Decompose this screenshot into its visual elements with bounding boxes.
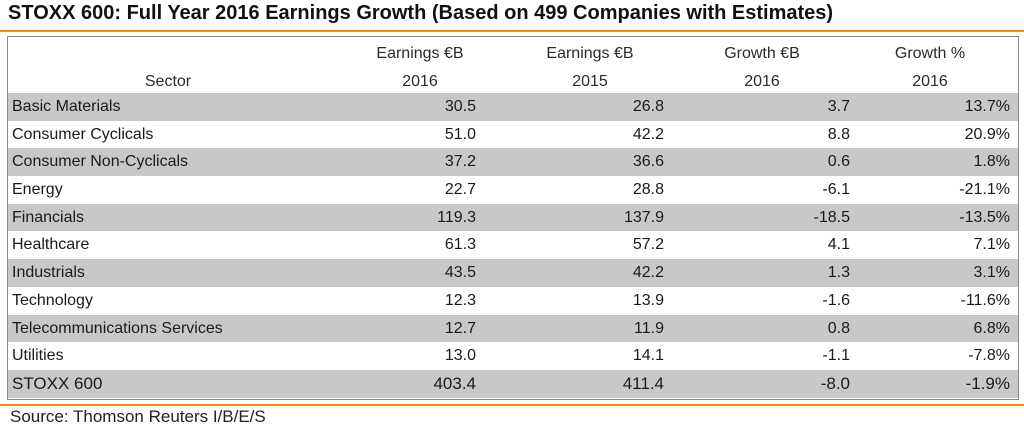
- row-earnings-2015: 13.9: [632, 291, 664, 309]
- header-earnings-2016-line1: Earnings €B: [376, 45, 464, 62]
- table-title: STOXX 600: Full Year 2016 Earnings Growt…: [8, 2, 834, 24]
- row-growth-eur: 0.6: [827, 153, 850, 171]
- header-earnings-2015-line1: Earnings €B: [546, 45, 634, 62]
- header-growth-pct-line1: Growth %: [894, 45, 966, 62]
- row-earnings-2016: 61.3: [444, 236, 476, 254]
- row-growth-pct: -13.5%: [959, 208, 1010, 226]
- row-growth-pct: 3.1%: [973, 264, 1010, 282]
- table-row: Financials 119.3 137.9 -18.5 -13.5%: [8, 203, 1018, 232]
- row-earnings-2015: 42.2: [632, 125, 664, 143]
- table-row: Technology 12.3 13.9 -1.6 -11.6%: [8, 287, 1018, 315]
- row-earnings-2016: 12.7: [444, 319, 476, 337]
- row-growth-pct: -1.9%: [965, 373, 1010, 393]
- row-growth-eur: -1.6: [822, 291, 850, 309]
- row-earnings-2015: 26.8: [632, 98, 664, 115]
- row-earnings-2016: 22.7: [444, 181, 476, 199]
- row-earnings-2015: 14.1: [632, 347, 664, 365]
- table-row-total: STOXX 600 403.4 411.4 -8.0 -1.9%: [8, 369, 1018, 398]
- header-growth-eur-line1: Growth €B: [724, 45, 800, 62]
- header-earnings-2015-line2: 2015: [572, 73, 608, 90]
- table-row: Consumer Non-Cyclicals 37.2 36.6 0.6 1.8…: [8, 148, 1018, 177]
- top-orange-rule: [0, 30, 1024, 32]
- row-sector: STOXX 600: [12, 373, 103, 393]
- table-row: Telecommunications Services 12.7 11.9 0.…: [8, 314, 1018, 343]
- table-row: Utilities 13.0 14.1 -1.1 -7.8%: [8, 342, 1018, 370]
- header-earnings-2016-line2: 2016: [402, 73, 438, 90]
- row-growth-eur: 4.1: [827, 236, 850, 254]
- row-sector: Financials: [12, 208, 85, 226]
- row-growth-eur: 8.8: [827, 125, 850, 143]
- row-sector: Healthcare: [12, 236, 90, 254]
- table-row: Basic Materials 30.5 26.8 3.7 13.7%: [8, 93, 1018, 121]
- row-growth-eur: 0.8: [827, 319, 850, 337]
- row-earnings-2015: 28.8: [632, 181, 664, 199]
- row-earnings-2016: 403.4: [433, 373, 476, 393]
- row-sector: Consumer Cyclicals: [12, 125, 154, 143]
- row-earnings-2015: 411.4: [622, 373, 664, 393]
- row-growth-eur: -1.1: [822, 347, 850, 365]
- table-row: Energy 22.7 28.8 -6.1 -21.1%: [8, 176, 1018, 204]
- row-earnings-2016: 43.5: [444, 264, 476, 282]
- row-growth-eur: 3.7: [827, 98, 850, 115]
- table-body: Basic Materials 30.5 26.8 3.7 13.7% Cons…: [8, 93, 1018, 398]
- row-earnings-2016: 51.0: [444, 125, 476, 143]
- row-growth-eur: 1.3: [827, 264, 850, 282]
- row-growth-pct: -21.1%: [959, 181, 1010, 199]
- row-sector: Industrials: [12, 264, 85, 282]
- row-growth-pct: 7.1%: [973, 236, 1010, 254]
- row-growth-eur: -8.0: [820, 373, 850, 393]
- row-growth-pct: 13.7%: [964, 98, 1010, 115]
- table-row: Industrials 43.5 42.2 1.3 3.1%: [8, 259, 1018, 287]
- row-sector: Basic Materials: [12, 98, 121, 115]
- source-note: Source: Thomson Reuters I/B/E/S: [10, 407, 266, 426]
- row-earnings-2015: 57.2: [632, 236, 664, 254]
- row-sector: Utilities: [12, 347, 64, 365]
- row-growth-pct: 1.8%: [973, 153, 1010, 171]
- header-growth-eur-line2: 2016: [744, 73, 780, 90]
- bottom-orange-rule: [0, 404, 1024, 406]
- row-growth-eur: -6.1: [822, 181, 850, 199]
- row-growth-pct: -11.6%: [960, 291, 1010, 309]
- row-earnings-2015: 11.9: [634, 319, 664, 337]
- row-earnings-2016: 12.3: [444, 291, 476, 309]
- row-earnings-2016: 30.5: [444, 98, 476, 115]
- table-header: Sector Earnings €B 2016 Earnings €B 2015…: [8, 37, 1018, 93]
- row-earnings-2016: 37.2: [444, 153, 476, 171]
- table-row: Consumer Cyclicals 51.0 42.2 8.8 20.9%: [8, 121, 1018, 149]
- row-earnings-2016: 13.0: [444, 347, 476, 365]
- header-growth-pct-line2: 2016: [912, 73, 948, 90]
- row-earnings-2016: 119.3: [437, 208, 476, 226]
- row-growth-pct: 20.9%: [964, 125, 1010, 143]
- row-sector: Consumer Non-Cyclicals: [12, 153, 189, 171]
- earnings-table: Sector Earnings €B 2016 Earnings €B 2015…: [7, 36, 1019, 400]
- row-sector: Telecommunications Services: [12, 319, 223, 337]
- table-row: Healthcare 61.3 57.2 4.1 7.1%: [8, 231, 1018, 259]
- row-growth-pct: 6.8%: [973, 319, 1010, 337]
- row-growth-pct: -7.8%: [968, 347, 1010, 365]
- row-sector: Technology: [12, 291, 93, 309]
- row-growth-eur: -18.5: [813, 208, 850, 226]
- row-sector: Energy: [12, 181, 63, 199]
- header-sector: Sector: [144, 73, 192, 90]
- row-earnings-2015: 42.2: [632, 264, 664, 282]
- row-earnings-2015: 36.6: [632, 153, 664, 171]
- row-earnings-2015: 137.9: [623, 208, 664, 226]
